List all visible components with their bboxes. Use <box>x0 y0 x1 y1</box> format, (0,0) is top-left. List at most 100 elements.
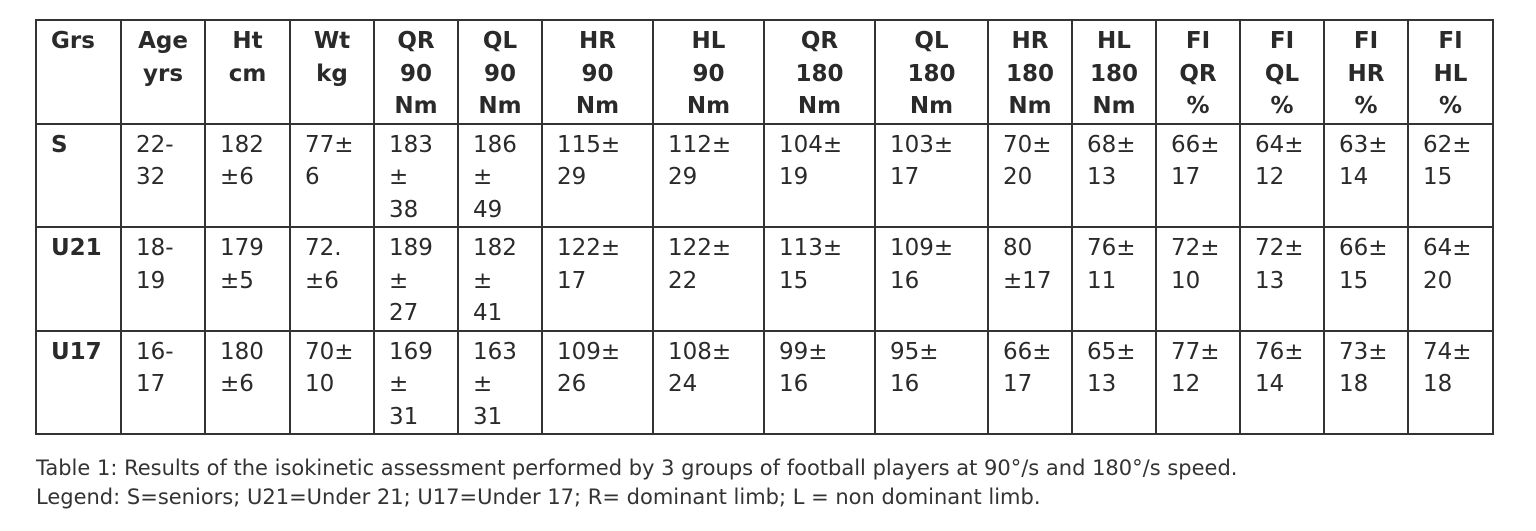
cell-line: Nm <box>394 93 438 119</box>
header-cell: HL 180 Nm <box>1071 19 1157 125</box>
data-cell: 66± 15 <box>1323 226 1409 332</box>
data-cell: 62± 15 <box>1407 122 1494 228</box>
header-cell: Ht cm <box>204 19 291 125</box>
cell-line: 76± <box>1087 235 1136 261</box>
data-cell: 22- 32 <box>120 122 206 228</box>
data-cell: 103± 17 <box>874 122 989 228</box>
cell-line: 90 <box>483 60 516 87</box>
cell-line: 29 <box>557 164 587 190</box>
cell-line: 62± <box>1423 131 1472 158</box>
cell-line: 17 <box>136 371 166 397</box>
data-cell: 108± 24 <box>652 329 765 435</box>
data-cell: 77± 12 <box>1155 329 1241 435</box>
header-cell: HR 90 Nm <box>541 19 654 125</box>
cell-line: Nm <box>1092 93 1136 119</box>
cell-line: % <box>1438 93 1463 119</box>
data-cell: 99± 16 <box>763 329 876 435</box>
header-cell: Wt kg <box>289 19 375 125</box>
cell-line: ±5 <box>220 267 254 294</box>
data-cell: U21 <box>35 226 122 332</box>
cell-line: 20 <box>1423 267 1453 294</box>
data-cell: 169 ±31 <box>373 329 459 435</box>
cell-line: 180 <box>220 338 264 365</box>
cell-line: 13 <box>1087 164 1117 190</box>
cell-line: QR <box>397 28 435 54</box>
data-cell: U17 <box>35 329 122 435</box>
cell-line: 17 <box>557 267 587 294</box>
cell-line: 72. <box>305 235 342 261</box>
cell-line: 90 <box>399 60 432 87</box>
cell-line: Grs <box>51 28 95 54</box>
cell-line: FI <box>1269 28 1295 54</box>
cell-line: 15 <box>1339 267 1369 294</box>
cell-line: 41 <box>473 300 503 326</box>
cell-line: 64± <box>1423 235 1472 261</box>
cell-line: 12 <box>1171 371 1201 397</box>
cell-line: 26 <box>557 371 587 397</box>
cell-line: 72± <box>1255 235 1304 261</box>
header-cell: FI QR% <box>1155 19 1241 125</box>
header-cell: HL 90 Nm <box>652 19 765 125</box>
cell-line: kg <box>316 60 348 87</box>
cell-line: 103± <box>890 131 954 158</box>
cell-line: cm <box>228 60 267 87</box>
cell-line: 31 <box>473 403 503 430</box>
caption-line: Legend: S=seniors; U21=Under 21; U17=Und… <box>36 485 1041 509</box>
cell-line: 16 <box>779 371 809 397</box>
data-cell: 64± 20 <box>1407 226 1494 332</box>
cell-line: 18 <box>1423 371 1453 397</box>
cell-line: ± <box>389 267 409 294</box>
cell-line: 15 <box>779 267 809 294</box>
cell-line: 70± <box>305 338 354 365</box>
data-cell: 180 ±6 <box>204 329 291 435</box>
cell-line: 80 <box>1003 235 1033 261</box>
cell-line: 63± <box>1339 131 1388 158</box>
data-cell: 95± 16 <box>874 329 989 435</box>
cell-line: 182 <box>220 131 264 158</box>
cell-line: QL <box>1264 60 1300 87</box>
cell-line: ±6 <box>220 164 254 190</box>
cell-line: 179 <box>220 235 264 261</box>
cell-line: 10 <box>1171 267 1201 294</box>
data-row: S 22- 32 182 ±6 77± 6 183 ±38 186 ±49 115± 29 112± 29 1… <box>35 122 1494 228</box>
data-cell: 72. ±6 <box>289 226 375 332</box>
cell-line: ± <box>389 164 409 190</box>
cell-line: ±17 <box>1003 267 1052 294</box>
header-cell: Age yrs <box>120 19 206 125</box>
cell-line: 122± <box>668 235 732 261</box>
cell-line: 6 <box>305 164 320 190</box>
header-cell: FI HL% <box>1407 19 1494 125</box>
cell-line: 17 <box>1003 371 1033 397</box>
cell-line: ± <box>473 267 493 294</box>
data-cell: 186 ±49 <box>457 122 543 228</box>
results-table: Grs Age yrs Ht cm Wt kg QR 90 Nm QL 90 Nm HR 90 Nm HL 90 N… <box>35 19 1494 435</box>
cell-line: 109± <box>890 235 954 261</box>
header-cell: FI QL% <box>1239 19 1325 125</box>
data-cell: 112± 29 <box>652 122 765 228</box>
data-cell: 70± 10 <box>289 329 375 435</box>
cell-line: 14 <box>1339 164 1369 190</box>
cell-line: 189 <box>389 235 433 261</box>
cell-line: 22 <box>668 267 698 294</box>
cell-line: FI <box>1438 28 1463 54</box>
cell-line: 90 <box>692 60 725 87</box>
cell-line: 77± <box>305 131 354 158</box>
data-cell: 66± 17 <box>1155 122 1241 228</box>
data-cell: 109± 16 <box>874 226 989 332</box>
cell-line: Nm <box>686 93 731 119</box>
caption: Table 1: Results of the isokinetic asses… <box>36 454 1237 512</box>
cell-line: 113± <box>779 235 843 261</box>
cell-line: U21 <box>51 235 102 261</box>
cell-line: yrs <box>142 60 184 87</box>
data-cell: 163 ±31 <box>457 329 543 435</box>
cell-line: 17 <box>1171 164 1201 190</box>
cell-line: Nm <box>797 93 842 119</box>
data-cell: S <box>35 122 122 228</box>
cell-line: HL <box>691 28 726 54</box>
data-cell: 80 ±17 <box>987 226 1073 332</box>
cell-line: 20 <box>1003 164 1033 190</box>
data-cell: 63± 14 <box>1323 122 1409 228</box>
data-cell: 189 ±27 <box>373 226 459 332</box>
cell-line: 68± <box>1087 131 1136 158</box>
data-cell: 72± 10 <box>1155 226 1241 332</box>
